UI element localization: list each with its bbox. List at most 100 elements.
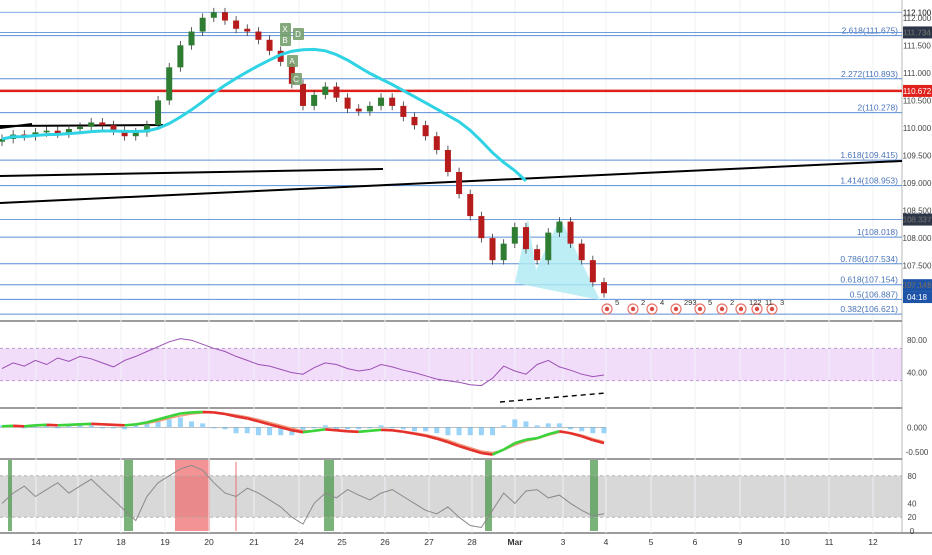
event-count-label: 3: [780, 298, 784, 307]
candle-body: [490, 238, 496, 260]
macd-line-segment: [392, 430, 403, 431]
candle-body: [333, 87, 339, 98]
fib-level-label: 1.618(109.415): [840, 150, 898, 160]
event-count-label: 5: [615, 298, 619, 307]
macd-line-segment: [370, 430, 381, 431]
macd-histogram-bar: [535, 425, 540, 427]
macd-histogram-bar: [100, 427, 105, 428]
macd-histogram-bar: [323, 425, 328, 427]
time-axis-label: 19: [160, 537, 170, 547]
time-axis-label: Mar: [507, 537, 523, 547]
macd-histogram-bar: [367, 427, 372, 428]
pattern-label: X: [282, 25, 288, 34]
rsi-axis-tick: 80.00: [907, 336, 928, 345]
candle-body: [88, 122, 94, 126]
fib-level-label: 0.5(106.887): [850, 289, 898, 299]
macd-histogram-bar: [468, 427, 473, 435]
macd-histogram-bar: [602, 427, 607, 433]
stoch-axis-tick: 0: [910, 527, 915, 536]
event-marker-dot: [720, 307, 724, 311]
stoch-band: [0, 476, 902, 517]
candle-body: [222, 12, 228, 20]
candle-body: [44, 131, 50, 133]
stoch-highlight: [124, 460, 133, 531]
time-axis-label: 9: [738, 537, 743, 547]
pattern-label: B: [282, 36, 287, 45]
macd-histogram-bar: [390, 427, 395, 428]
candle-body: [456, 172, 462, 194]
time-axis-label: 5: [649, 537, 654, 547]
time-axis-label: 26: [380, 537, 390, 547]
macd-line-segment: [526, 438, 537, 439]
macd-histogram-bar: [234, 427, 239, 433]
candle-body: [568, 222, 574, 244]
macd-histogram-bar: [245, 427, 250, 433]
macd-histogram-bar: [590, 427, 595, 433]
candle-body: [478, 216, 484, 238]
event-marker-dot: [755, 307, 759, 311]
event-marker-dot: [698, 307, 702, 311]
candle-body: [467, 194, 473, 216]
time-axis-label: 12: [868, 537, 878, 547]
macd-axis-tick: -0.500: [906, 448, 929, 457]
macd-histogram-bar: [479, 427, 484, 435]
price-axis-tick: 111.500: [903, 41, 931, 50]
time-axis-label: 21: [249, 537, 259, 547]
macd-histogram-bar: [267, 427, 272, 435]
event-marker-dot: [605, 307, 609, 311]
macd-histogram-bar: [89, 425, 94, 427]
fib-level-label: 2.618(111.675): [842, 26, 899, 36]
stoch-axis-tick: 20: [908, 513, 917, 522]
event-count-label: 5: [708, 298, 712, 307]
stoch-highlight: [324, 460, 334, 531]
macd-histogram-bar: [55, 427, 60, 428]
candle-body: [177, 45, 183, 67]
macd-histogram-bar: [579, 427, 584, 431]
pattern-label: C: [293, 75, 299, 84]
price-axis-tick: 110.000: [903, 124, 932, 133]
candle-body: [434, 136, 440, 150]
candle-body: [411, 117, 417, 125]
candle-body: [267, 40, 273, 51]
event-count-label: 122: [749, 298, 762, 307]
time-axis-label: 3: [561, 537, 566, 547]
candle-body: [590, 260, 596, 282]
macd-histogram-bar: [457, 427, 462, 435]
candle-body: [345, 98, 351, 109]
macd-line-segment: [180, 412, 191, 413]
macd-histogram-bar: [200, 423, 205, 427]
event-marker-dot: [770, 307, 774, 311]
macd-histogram-bar: [523, 421, 528, 427]
candle-body: [356, 109, 362, 112]
price-axis-tick: 109.500: [903, 151, 932, 160]
macd-histogram-bar: [434, 427, 439, 433]
price-tag-label: 04:18: [907, 293, 928, 302]
candle-body: [579, 244, 585, 261]
candle-body: [556, 222, 562, 233]
macd-histogram-bar: [111, 427, 116, 428]
fib-level-label: 0.618(107.154): [840, 275, 898, 285]
time-axis-label: 24: [294, 537, 304, 547]
rsi-divergence-line: [500, 393, 606, 402]
price-axis-tick: 112.000: [903, 14, 932, 23]
pattern-label: D: [295, 30, 301, 39]
macd-histogram-bar: [345, 427, 350, 429]
macd-line-segment: [314, 429, 325, 430]
price-axis-tick: 111.000: [903, 69, 931, 78]
price-axis-tick: 107.500: [903, 262, 932, 271]
candle-body: [166, 67, 172, 100]
fib-level-label: 2.272(110.893): [841, 69, 898, 79]
candle-body: [244, 29, 250, 32]
event-count-label: 293: [684, 298, 697, 307]
stoch-highlight: [590, 460, 598, 531]
candle-body: [601, 282, 607, 293]
event-marker-dot: [631, 307, 635, 311]
macd-line-segment: [359, 431, 370, 432]
candle-body: [501, 244, 507, 261]
time-axis-label: 4: [604, 537, 609, 547]
candle-body: [77, 127, 83, 129]
price-axis-tick: 108.500: [903, 207, 932, 216]
